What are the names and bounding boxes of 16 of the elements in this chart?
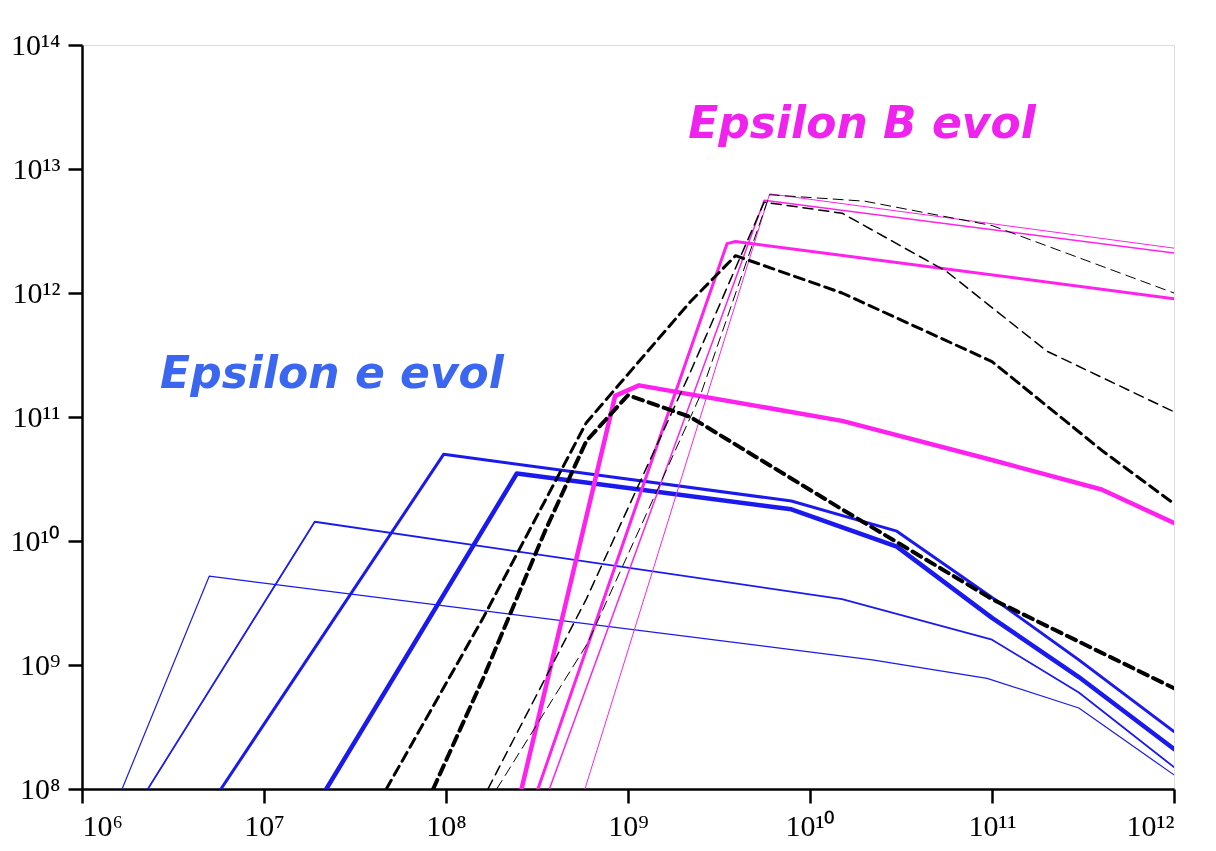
y-tick-label: 10⁸ (20, 771, 61, 805)
x-tick-label: 10⁶ (82, 808, 123, 842)
y-tick-label: 10¹³ (12, 151, 61, 185)
annotation: Epsilon e evol (160, 347, 505, 398)
x-tick-label: 10⁸ (426, 808, 467, 842)
y-tick-label: 10¹⁴ (11, 27, 61, 61)
x-tick-label: 10¹⁰ (785, 808, 836, 842)
y-tick-label: 10¹⁰ (10, 523, 61, 557)
x-tick-label: 10⁷ (244, 808, 285, 842)
y-tick-label: 10⁹ (20, 647, 61, 681)
x-tick-label: 10¹² (1126, 808, 1175, 842)
annotation: Epsilon B evol (688, 97, 1037, 148)
x-tick-label: 10¹¹ (968, 808, 1017, 842)
y-tick-label: 10¹² (12, 275, 61, 309)
y-tick-label: 10¹¹ (12, 399, 61, 433)
x-tick-label: 10⁹ (608, 808, 649, 842)
